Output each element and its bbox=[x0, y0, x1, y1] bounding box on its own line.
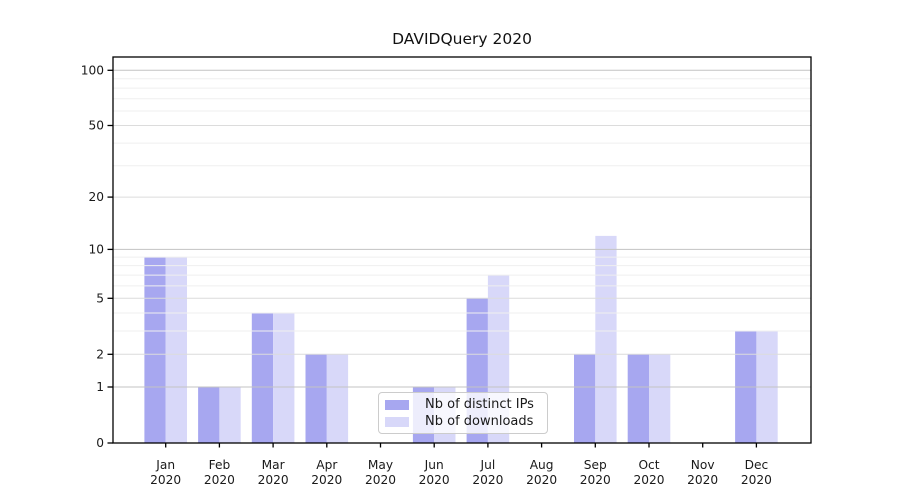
x-tick-label-month: Jun bbox=[424, 458, 444, 472]
x-tick-label-month: Jul bbox=[480, 458, 496, 472]
bar-distinct-ips-Mar-2020 bbox=[251, 313, 274, 443]
legend-item-downloads: Nb of downloads bbox=[379, 415, 547, 428]
bar-distinct-ips-Feb-2020 bbox=[198, 387, 220, 443]
legend-label-distinct-ips: Nb of distinct IPs bbox=[425, 397, 534, 412]
x-tick-label-year: 2020 bbox=[258, 473, 289, 487]
x-tick-label-month: Sep bbox=[584, 458, 607, 472]
bar-distinct-ips-Apr-2020 bbox=[305, 354, 327, 443]
x-tick-label-month: Aug bbox=[530, 458, 554, 472]
legend-item-distinct-ips: Nb of distinct IPs bbox=[379, 398, 547, 411]
y-tick-label: 100 bbox=[81, 63, 104, 77]
x-tick-label-year: 2020 bbox=[741, 473, 772, 487]
axes-box bbox=[112, 56, 812, 444]
x-tick-label-month: Oct bbox=[638, 458, 659, 472]
y-tick-label: 20 bbox=[88, 190, 104, 204]
y-tick-label: 50 bbox=[88, 119, 104, 133]
bar-distinct-ips-Jan-2020 bbox=[144, 257, 166, 443]
legend: Nb of distinct IPs Nb of downloads bbox=[378, 392, 548, 434]
legend-label-downloads: Nb of downloads bbox=[425, 414, 534, 429]
bar-downloads-Apr-2020 bbox=[326, 354, 349, 443]
x-tick-label-year: 2020 bbox=[365, 473, 396, 487]
x-tick-label-year: 2020 bbox=[580, 473, 611, 487]
x-tick-label-month: Mar bbox=[262, 458, 286, 472]
x-tick-label-year: 2020 bbox=[687, 473, 718, 487]
x-tick-label-month: Feb bbox=[209, 458, 231, 472]
x-tick-label-year: 2020 bbox=[472, 473, 503, 487]
x-tick-label-year: 2020 bbox=[633, 473, 664, 487]
bar-downloads-Feb-2020 bbox=[219, 387, 241, 443]
x-tick-label-year: 2020 bbox=[150, 473, 181, 487]
legend-swatch-downloads bbox=[385, 416, 409, 427]
y-tick-label: 1 bbox=[96, 380, 104, 394]
bar-distinct-ips-Sep-2020 bbox=[574, 354, 596, 443]
x-tick-label-year: 2020 bbox=[311, 473, 342, 487]
legend-swatch-distinct-ips bbox=[385, 399, 409, 410]
y-tick-label: 2 bbox=[96, 347, 104, 361]
x-tick-label-month: Nov bbox=[691, 458, 715, 472]
chart-title: DAVIDQuery 2020 bbox=[392, 30, 532, 48]
y-tick-label: 5 bbox=[96, 291, 104, 305]
bar-downloads-Jan-2020 bbox=[165, 257, 187, 443]
x-tick-label-year: 2020 bbox=[419, 473, 450, 487]
bar-downloads-Oct-2020 bbox=[649, 354, 671, 443]
y-tick-label: 10 bbox=[88, 242, 104, 256]
x-tick-label-year: 2020 bbox=[204, 473, 235, 487]
x-tick-label-month: Dec bbox=[745, 458, 769, 472]
y-tick-label: 0 bbox=[96, 436, 104, 450]
x-tick-label-year: 2020 bbox=[526, 473, 557, 487]
x-tick-label-month: Apr bbox=[316, 458, 338, 472]
x-tick-label-month: Jan bbox=[155, 458, 175, 472]
bar-downloads-Mar-2020 bbox=[273, 313, 295, 443]
x-tick-label-month: May bbox=[368, 458, 393, 472]
bar-downloads-Sep-2020 bbox=[595, 235, 617, 443]
bar-distinct-ips-Oct-2020 bbox=[627, 354, 649, 443]
